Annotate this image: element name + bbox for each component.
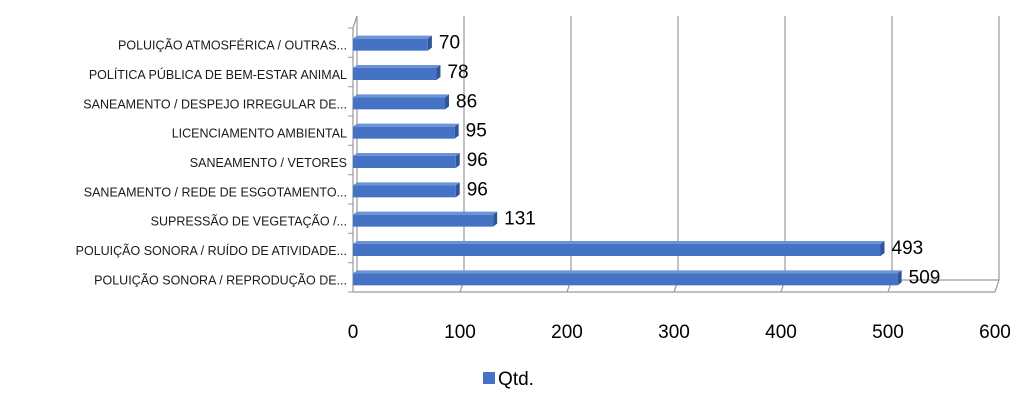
x-tick-label: 600 bbox=[979, 322, 1011, 343]
category-label: LICENCIAMENTO AMBIENTAL bbox=[172, 127, 347, 141]
bar-end bbox=[427, 35, 432, 51]
data-label: 493 bbox=[892, 238, 924, 259]
bar-end bbox=[455, 153, 460, 168]
bar-top bbox=[353, 94, 450, 98]
x-tick-label: 0 bbox=[348, 322, 359, 343]
data-label: 78 bbox=[447, 62, 468, 83]
data-label: 96 bbox=[467, 150, 488, 171]
category-label: POLUIÇÃO ATMOSFÉRICA / OUTRAS... bbox=[118, 38, 347, 53]
bar-top bbox=[353, 182, 460, 186]
data-label: 86 bbox=[456, 91, 477, 112]
x-tick-label: 500 bbox=[872, 322, 904, 343]
floor-gridline bbox=[994, 279, 1000, 293]
bar-end bbox=[455, 182, 460, 198]
data-label: 131 bbox=[504, 209, 536, 230]
bar-end bbox=[880, 241, 885, 256]
bar-top bbox=[353, 35, 432, 39]
x-tick-label: 400 bbox=[765, 322, 797, 343]
bar-top bbox=[353, 241, 885, 244]
bar-top bbox=[353, 270, 902, 274]
bar bbox=[353, 126, 455, 139]
x-tick-label: 300 bbox=[658, 322, 690, 343]
legend-swatch bbox=[483, 371, 496, 384]
category-label: POLUIÇÃO SONORA / RUÍDO DE ATIVIDADE... bbox=[76, 243, 347, 258]
bar bbox=[353, 156, 456, 168]
bar bbox=[353, 214, 494, 227]
bar-top bbox=[353, 65, 441, 68]
bar bbox=[353, 68, 437, 80]
bar bbox=[353, 185, 456, 198]
x-tick-label: 100 bbox=[444, 322, 476, 343]
bar-top bbox=[353, 123, 459, 127]
data-label: 96 bbox=[467, 179, 488, 200]
data-label: 95 bbox=[466, 121, 487, 142]
bar-end bbox=[445, 94, 450, 110]
bar bbox=[353, 244, 881, 256]
bar bbox=[353, 38, 428, 51]
bar-top bbox=[353, 153, 460, 156]
category-label: POLÍTICA PÚBLICA DE BEM-ESTAR ANIMAL bbox=[89, 67, 347, 82]
category-label: SANEAMENTO / REDE DE ESGOTAMENTO... bbox=[84, 185, 347, 199]
bar-top bbox=[353, 211, 498, 215]
legend-label: Qtd. bbox=[498, 369, 534, 390]
category-label: SANEAMENTO / DESPEJO IRREGULAR DE... bbox=[83, 97, 347, 111]
category-label: SUPRESSÃO DE VEGETAÇÃO /... bbox=[151, 215, 347, 229]
data-label: 70 bbox=[439, 33, 460, 54]
bar-end bbox=[436, 65, 441, 80]
data-label: 509 bbox=[909, 267, 941, 288]
bar bbox=[353, 97, 446, 110]
bar-end bbox=[493, 211, 498, 227]
left-wall-top bbox=[352, 15, 358, 29]
category-label: POLUIÇÃO SONORA / REPRODUÇÃO DE... bbox=[94, 273, 347, 287]
category-label: SANEAMENTO / VETORES bbox=[190, 156, 347, 170]
bar-end bbox=[454, 123, 459, 139]
bar-end bbox=[897, 270, 902, 286]
x-tick-label: 200 bbox=[551, 322, 583, 343]
bar bbox=[353, 273, 898, 286]
chart-legend: Qtd. bbox=[0, 369, 1017, 391]
